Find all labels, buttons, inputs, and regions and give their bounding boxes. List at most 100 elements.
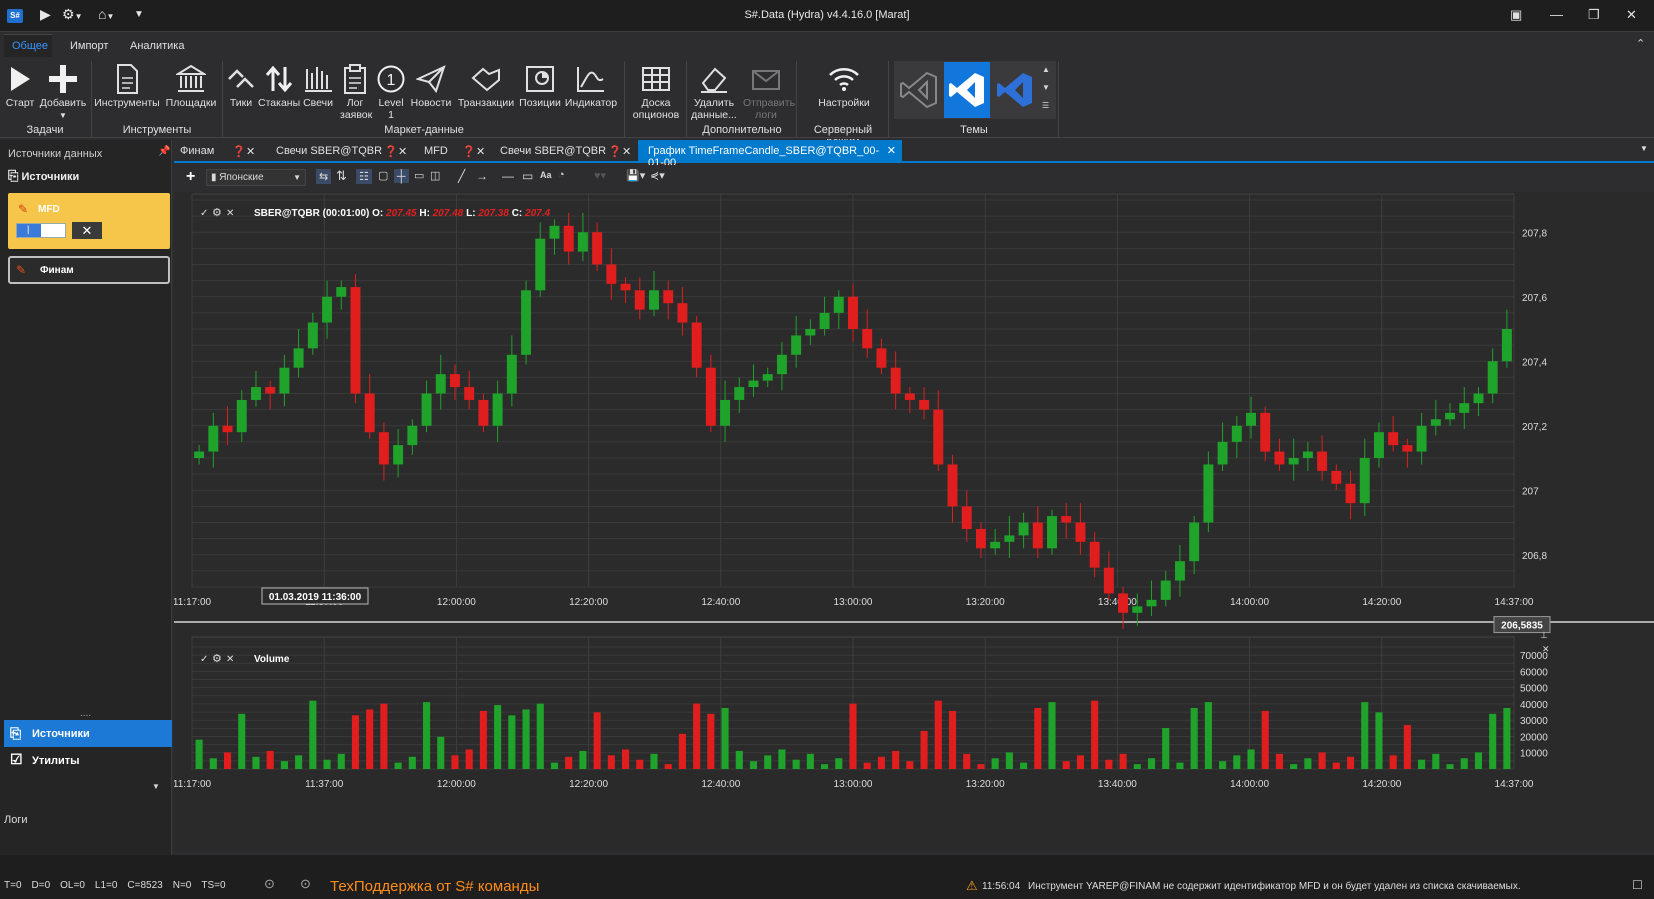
source-card-mfd[interactable]: ✎ MFD | ✕ [8,193,170,249]
x-tick-label: 11:17:00 [174,779,212,790]
delete-data-button[interactable]: Удалить данные... [689,61,739,121]
text-draw-icon[interactable]: Aa [540,170,552,180]
save-icon[interactable]: 💾▾ [626,170,646,182]
crosshair-icon[interactable]: ┼ [394,169,409,183]
play-icon [4,61,36,97]
theme-dark-vs[interactable] [944,62,990,118]
logs-label[interactable]: Логи [4,814,28,826]
restore-down-icon[interactable]: ▣ [1510,7,1523,22]
remove-source-button[interactable]: ✕ [72,222,102,239]
home-quick-icon[interactable]: ⌂▼ [98,6,115,22]
candle-body [1217,441,1228,465]
area-icon[interactable]: ▢ [378,170,389,182]
volume-bar [266,750,274,769]
volume-bar [1389,755,1397,769]
news-button[interactable]: Новости [409,61,453,109]
gallery-up-icon[interactable]: ▲ [1042,65,1050,74]
prev-icon[interactable]: ⊙ [264,876,275,891]
volume-bar [337,753,345,769]
tab-analytics[interactable]: Аналитика [130,40,185,52]
add-element-icon[interactable]: + [186,168,196,185]
close-icon[interactable]: ✕ [1626,7,1637,22]
volume-bar [437,736,445,769]
tab-close-icon[interactable]: ✕ [246,146,256,158]
theme-light-vs[interactable] [896,62,942,118]
legend-check-icon: ✓ [200,654,208,665]
transactions-button[interactable]: Транзакции [455,61,517,109]
nav-more-icon[interactable]: ▼ [152,782,160,791]
exchanges-button[interactable]: Площадки [162,61,220,109]
tab-general[interactable]: Общее [12,40,49,52]
arrow-draw-icon[interactable]: → [476,169,488,183]
order-books-button[interactable]: Стаканы [258,61,300,109]
gallery-down-icon[interactable]: ▼ [1042,83,1050,92]
interactive-mode-icon[interactable]: ◫ [430,170,441,182]
tooltip-icon[interactable]: ▭ [414,170,425,182]
candle-body [1260,412,1271,452]
volume-bar [1247,749,1255,769]
splitter-grip[interactable]: .... [80,708,92,719]
server-settings-button[interactable]: Настройки [806,61,882,109]
sort-icon[interactable]: ⇅ [336,168,347,183]
help-icon[interactable]: ❓ [384,146,398,158]
autoscroll-icon[interactable]: ⇆ [316,169,332,184]
positions-button[interactable]: Позиции [518,61,562,109]
candle-body [1004,535,1015,542]
help-icon[interactable]: ❓ [232,146,246,158]
tab-mfd[interactable]: MFD [424,145,448,157]
indicator-button[interactable]: Индикатор [563,61,619,109]
y-tick-label: 207 [1522,486,1539,497]
tab-close-icon[interactable]: ✕ [398,146,408,158]
nav-sources[interactable]: ⎘ Источники [4,720,172,747]
run-quick-icon[interactable]: ▶ [40,6,51,22]
settings-quick-icon[interactable]: ⚙▼ [62,6,83,22]
level1-button[interactable]: 1 Level 1 [375,61,407,121]
tab-close-icon[interactable]: ✕ [476,146,486,158]
help-icon[interactable]: ❓ [608,146,622,158]
line-draw-icon[interactable]: ╱ [458,169,466,183]
share-icon[interactable]: ⋞▾ [650,170,665,182]
tab-candles-2[interactable]: Свечи SBER@TQBR [500,145,607,157]
instruments-button[interactable]: Инструменты [94,61,160,109]
chart-style-select[interactable]: ▮ Японские ▼ [206,169,306,186]
tabs-dropdown-icon[interactable]: ▼ [1640,144,1648,153]
rectangle-draw-icon[interactable]: ▭ [522,169,534,183]
candles-button[interactable]: Свечи [301,61,335,109]
tab-import[interactable]: Импорт [70,40,109,52]
next-icon[interactable]: ⊙ [300,876,311,891]
horizontal-line-icon[interactable]: — [502,169,514,183]
status-counter: N=0 [172,880,192,891]
tab-candles-1[interactable]: Свечи SBER@TQBR [276,145,383,157]
pin-icon[interactable]: 📌 [158,146,171,157]
source-toggle[interactable]: | [16,223,66,238]
tab-chart[interactable]: График TimeFrameCandle_SBER@TQBR_00-01-0… [638,140,902,169]
option-desk-button[interactable]: Доска опционов [628,61,684,121]
gauge-icon[interactable]: ◔ [558,169,565,181]
add-button[interactable]: Добавить ▼ [38,61,88,122]
minimize-icon[interactable]: — [1550,7,1563,22]
candle-body [1118,593,1129,613]
source-card-finam[interactable]: ✎ Финам [8,256,170,284]
legend-ohlc-key: L: [466,208,478,219]
quick-access-dropdown-icon[interactable]: ▼ [134,9,144,20]
y-tick-label: 30000 [1520,716,1548,727]
nav-utilities[interactable]: ☑ Утилиты [10,751,80,767]
help-icon[interactable]: ❓ [462,146,476,158]
start-button[interactable]: Старт [4,61,36,109]
order-log-button[interactable]: Лог заявок [337,61,373,121]
maximize-icon[interactable]: ❐ [1588,7,1600,22]
collapse-ribbon-icon[interactable]: ⌃ [1636,38,1646,50]
chart-svg[interactable]: 11:17:0011:17:0011:37:0011:37:0012:00:00… [173,192,1654,852]
legend-icon[interactable]: ☷ [356,169,372,184]
notifications-icon[interactable]: ☐ [1632,878,1643,892]
support-link[interactable]: ТехПоддержка от S# команды [330,878,540,895]
tab-close-icon[interactable]: ✕ [622,146,632,158]
send-logs-button[interactable]: Отправить логи [741,61,795,121]
tab-finam[interactable]: Финам [180,145,215,157]
volume-bar [735,750,743,769]
ticks-button[interactable]: Тики [225,61,257,109]
tab-close-icon[interactable]: ✕ [886,145,896,157]
gallery-more-icon[interactable]: ☰ [1042,101,1050,110]
favorite-icon[interactable]: ♥▾ [594,170,607,182]
theme-blue-vs[interactable] [992,62,1038,118]
